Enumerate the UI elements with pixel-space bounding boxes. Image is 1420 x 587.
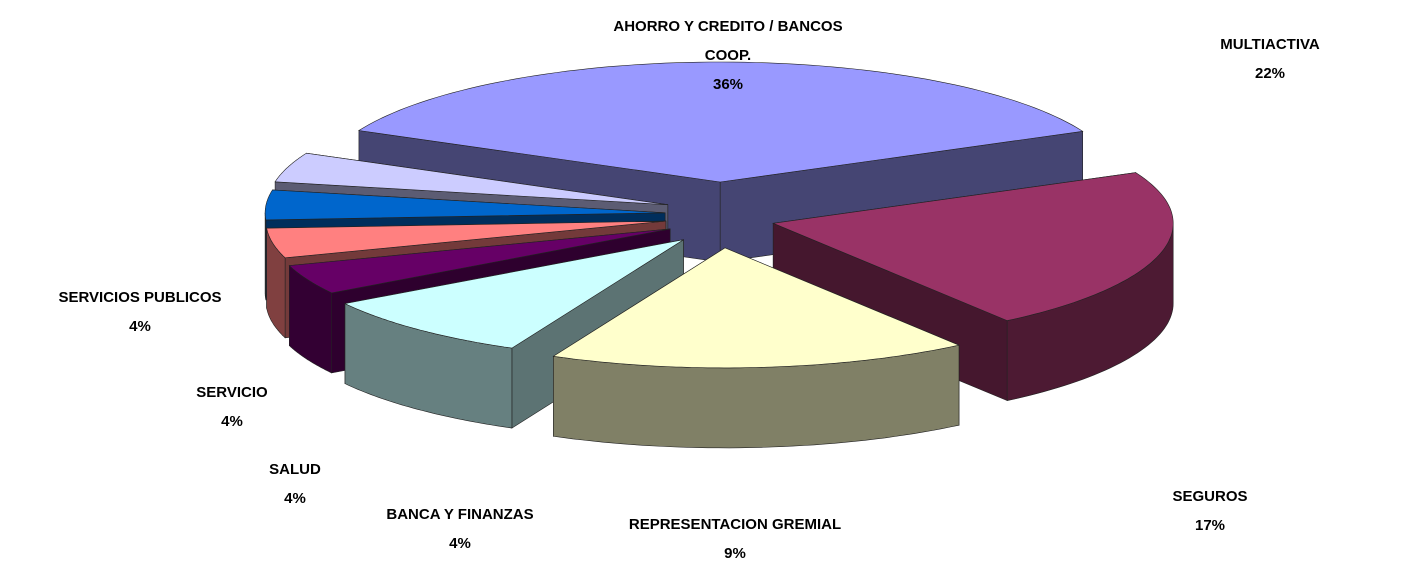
category-name: BANCA Y FINANZAS (386, 506, 534, 523)
category-name: SALUD (269, 461, 321, 478)
value-label: 4% (129, 318, 151, 335)
slice (552, 247, 961, 369)
value-label: 17% (1194, 517, 1226, 534)
slice (344, 239, 684, 349)
slice-label: MULTIACTIVA 22% (1210, 30, 1330, 88)
slice (772, 172, 1174, 321)
slice-label: SEGUROS 17% (1150, 482, 1270, 540)
category-name: SERVICIO (196, 384, 268, 401)
value-label: 4% (284, 490, 306, 507)
slice (358, 61, 1084, 183)
category-name: AHORRO Y CREDITO / BANCOS COOP. (613, 18, 843, 64)
slice-label: REPRESENTACION GREMIAL 9% (620, 510, 850, 568)
slice (266, 220, 666, 259)
value-label: 22% (1254, 65, 1286, 82)
category-name: REPRESENTACION GREMIAL (628, 516, 842, 533)
slice (274, 152, 668, 205)
slice (288, 228, 671, 294)
value-label: 4% (449, 535, 471, 552)
value-label: 9% (724, 545, 746, 562)
slice (264, 189, 666, 221)
slice-label: SERVICIO 4% (172, 378, 292, 436)
slice-label: SERVICIOS PUBLICOS 4% (0, 283, 290, 341)
value-label: 4% (221, 413, 243, 430)
slice-label: AHORRO Y CREDITO / BANCOS COOP. 36% (598, 12, 858, 99)
value-label: 36% (712, 76, 744, 93)
slice-label: SALUD 4% (235, 455, 355, 513)
category-name: MULTIACTIVA (1220, 36, 1320, 53)
category-name: SERVICIOS PUBLICOS (58, 289, 222, 306)
slice-label: BANCA Y FINANZAS 4% (330, 500, 590, 558)
category-name: SEGUROS (1172, 488, 1248, 505)
